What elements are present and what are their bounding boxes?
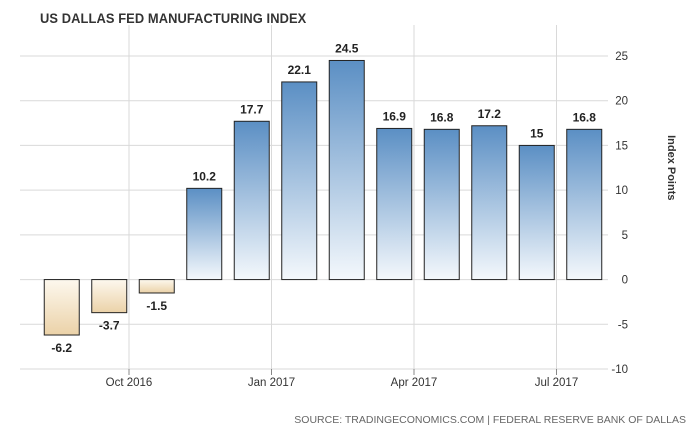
bar bbox=[518, 144, 555, 281]
bar bbox=[471, 125, 508, 281]
bars bbox=[43, 59, 603, 336]
y-tick-label: 0 bbox=[622, 275, 628, 287]
data-label: -1.5 bbox=[146, 299, 167, 313]
data-label: 22.1 bbox=[288, 63, 312, 77]
axes: 25 20 15 10 5 0 -5 -10 Oct 2016 Jan 2017 Apr 2017 J… bbox=[106, 51, 677, 389]
data-label: -6.2 bbox=[51, 341, 72, 355]
bar bbox=[423, 128, 460, 281]
x-tick-label: Jan 2017 bbox=[248, 377, 295, 389]
source-note: SOURCE: TRADINGECONOMICS.COM | FEDERAL R… bbox=[294, 414, 686, 426]
x-tick-label: Jul 2017 bbox=[535, 377, 578, 389]
data-label: -3.7 bbox=[99, 319, 120, 333]
x-tick-label: Apr 2017 bbox=[391, 377, 438, 389]
bar bbox=[186, 187, 223, 281]
x-tick-label: Oct 2016 bbox=[106, 377, 153, 389]
bar bbox=[91, 279, 128, 314]
y-tick-label: 15 bbox=[615, 140, 628, 152]
bar bbox=[328, 59, 365, 281]
y-tick-label: -10 bbox=[611, 364, 628, 376]
data-label: 24.5 bbox=[335, 41, 359, 55]
bar bbox=[43, 279, 80, 336]
bar bbox=[281, 81, 318, 281]
bar bbox=[233, 120, 270, 281]
bar bbox=[566, 128, 603, 281]
data-label: 17.2 bbox=[478, 107, 502, 121]
data-label: 17.7 bbox=[240, 102, 264, 116]
bar bbox=[376, 127, 413, 281]
data-label: 16.8 bbox=[573, 110, 597, 124]
y-tick-label: 10 bbox=[615, 185, 628, 197]
y-axis-label: Index Points bbox=[665, 135, 677, 200]
data-label: 16.9 bbox=[383, 109, 407, 123]
y-tick-label: 20 bbox=[615, 96, 628, 108]
data-label: 15 bbox=[530, 126, 544, 140]
y-tick-label: 5 bbox=[622, 230, 628, 242]
data-label: 16.8 bbox=[430, 110, 454, 124]
bar bbox=[138, 279, 175, 294]
data-label: 10.2 bbox=[193, 169, 217, 183]
data-labels: -6.2 -3.7 -1.5 10.2 17.7 22.1 24.5 16.9 16.8 17.2… bbox=[51, 41, 596, 355]
chart-title: US DALLAS FED MANUFACTURING INDEX bbox=[40, 10, 307, 26]
y-tick-label: -5 bbox=[618, 319, 628, 331]
y-tick-label: 25 bbox=[615, 51, 628, 63]
